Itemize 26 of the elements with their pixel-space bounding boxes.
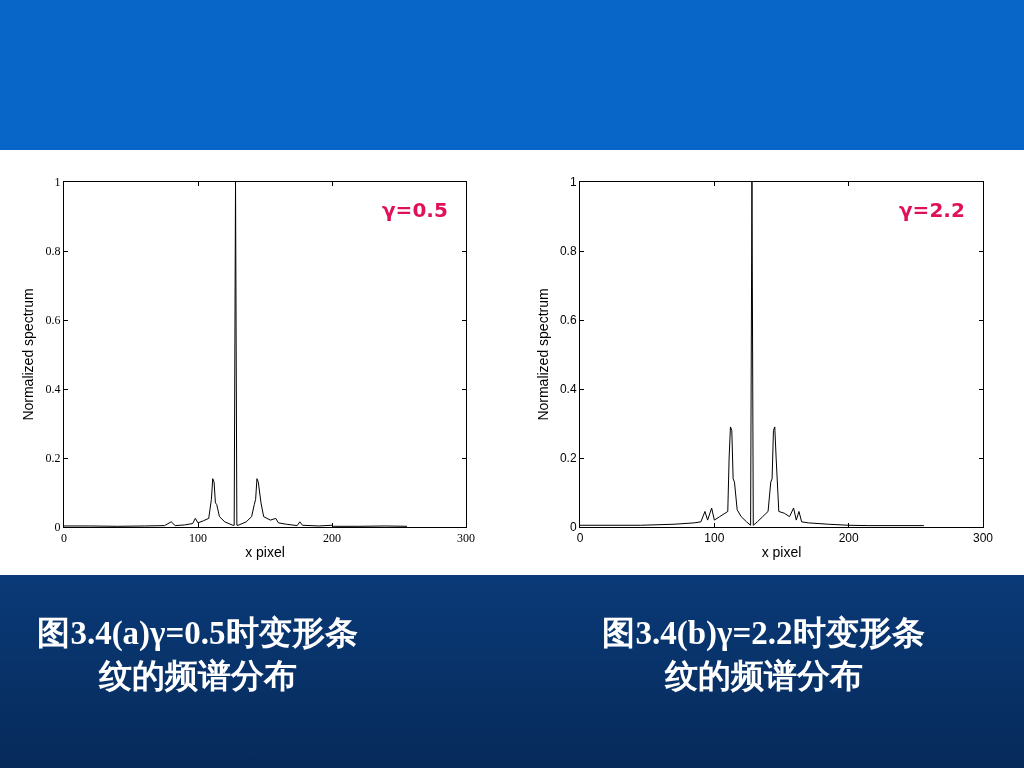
x-tick-label: 300 (457, 531, 475, 546)
y-axis-title: Normalized spectrum (20, 288, 37, 421)
y-tick-label: 0.6 (45, 313, 61, 328)
y-tick-label: 0.2 (45, 451, 61, 466)
y-tick-label: 0.4 (559, 382, 577, 397)
y-tick-label: 0.8 (45, 244, 61, 259)
y-tick-label: 1 (54, 175, 61, 190)
caption: 图3.4(a)γ=0.5时变形条纹的频谱分布 (36, 614, 359, 696)
y-tick-label: 1 (569, 175, 577, 190)
x-tick-label: 100 (704, 531, 725, 546)
x-tick-label: 100 (189, 531, 207, 546)
y-tick-label: 0.6 (559, 313, 577, 328)
x-tick-label: 200 (323, 531, 341, 546)
x-axis-title: x pixel (245, 543, 285, 560)
x-axis-title: x pixel (761, 543, 802, 560)
annotation: γ=2.2 (899, 198, 965, 222)
caption: 图3.4(b)γ=2.2时变形条纹的频谱分布 (601, 614, 926, 696)
x-tick-label: 300 (972, 531, 994, 546)
y-tick-label: 0.2 (559, 451, 577, 466)
x-tick-label: 200 (838, 531, 859, 546)
y-tick-label: 0.8 (559, 244, 577, 259)
y-tick-label: 0.4 (45, 382, 61, 397)
y-tick-label: 0 (54, 520, 61, 535)
annotation: γ=0.5 (382, 198, 448, 222)
y-tick-label: 0 (569, 520, 577, 535)
y-axis-title: Normalized spectrum (534, 288, 551, 421)
